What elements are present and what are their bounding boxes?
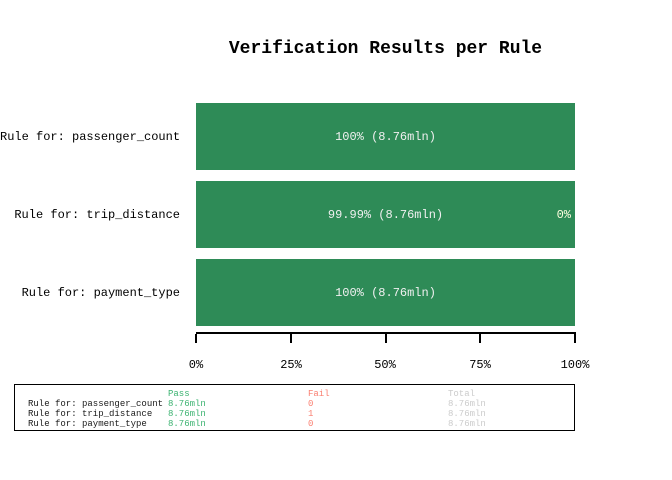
summary-table-header-row: Pass Fail Total xyxy=(15,389,574,399)
fail-value: 0 xyxy=(308,399,314,409)
total-value: 8.76mln xyxy=(448,399,486,409)
chart-title: Verification Results per Rule xyxy=(228,39,543,59)
summary-table: Pass Fail Total Rule for: passenger_coun… xyxy=(14,384,575,431)
table-row: Rule for: passenger_count 8.76mln 0 8.76… xyxy=(15,399,574,409)
total-value: 8.76mln xyxy=(448,409,486,419)
table-row: Rule for: payment_type 8.76mln 0 8.76mln xyxy=(15,419,574,429)
x-tick-label-50: 50% xyxy=(374,358,396,372)
row-label: Rule for: trip_distance xyxy=(28,409,153,419)
fail-segment-label: 0% xyxy=(556,207,571,222)
x-axis-line xyxy=(196,332,576,334)
bar-value-label: 99.99% (8.76mln) xyxy=(327,207,444,222)
pass-value: 8.76mln xyxy=(168,419,206,429)
y-axis-label-trip-distance: Rule for: trip_distance xyxy=(14,208,180,222)
row-label: Rule for: payment_type xyxy=(28,419,147,429)
x-axis-tick-75 xyxy=(479,334,481,343)
y-axis-label-payment-type: Rule for: payment_type xyxy=(21,286,180,300)
y-axis-label-passenger-count: Rule for: passenger_count xyxy=(0,130,181,144)
pass-value: 8.76mln xyxy=(168,399,206,409)
x-axis-tick-100 xyxy=(574,334,576,343)
fail-column-header: Fail xyxy=(308,389,330,399)
total-column-header: Total xyxy=(448,389,476,399)
x-axis-tick-50 xyxy=(385,334,387,343)
x-tick-label-100: 100% xyxy=(560,358,590,372)
x-tick-label-75: 75% xyxy=(469,358,491,372)
x-axis-tick-25 xyxy=(290,334,292,343)
bar-passenger-count: 100% (8.76mln) xyxy=(196,103,575,170)
row-label: Rule for: passenger_count xyxy=(28,399,164,409)
bar-value-label: 100% (8.76mln) xyxy=(335,129,436,144)
pass-column-header: Pass xyxy=(168,389,190,399)
table-row: Rule for: trip_distance 8.76mln 1 8.76ml… xyxy=(15,409,574,419)
x-tick-label-0: 0% xyxy=(188,358,204,372)
pass-value: 8.76mln xyxy=(168,409,206,419)
bar-trip-distance: 99.99% (8.76mln) 0% xyxy=(196,181,575,248)
bar-payment-type: 100% (8.76mln) xyxy=(196,259,575,326)
total-value: 8.76mln xyxy=(448,419,486,429)
x-axis-tick-0 xyxy=(195,334,197,343)
fail-value: 1 xyxy=(308,409,314,419)
x-tick-label-25: 25% xyxy=(280,358,302,372)
fail-value: 0 xyxy=(308,419,314,429)
bar-value-label: 100% (8.76mln) xyxy=(335,285,436,300)
